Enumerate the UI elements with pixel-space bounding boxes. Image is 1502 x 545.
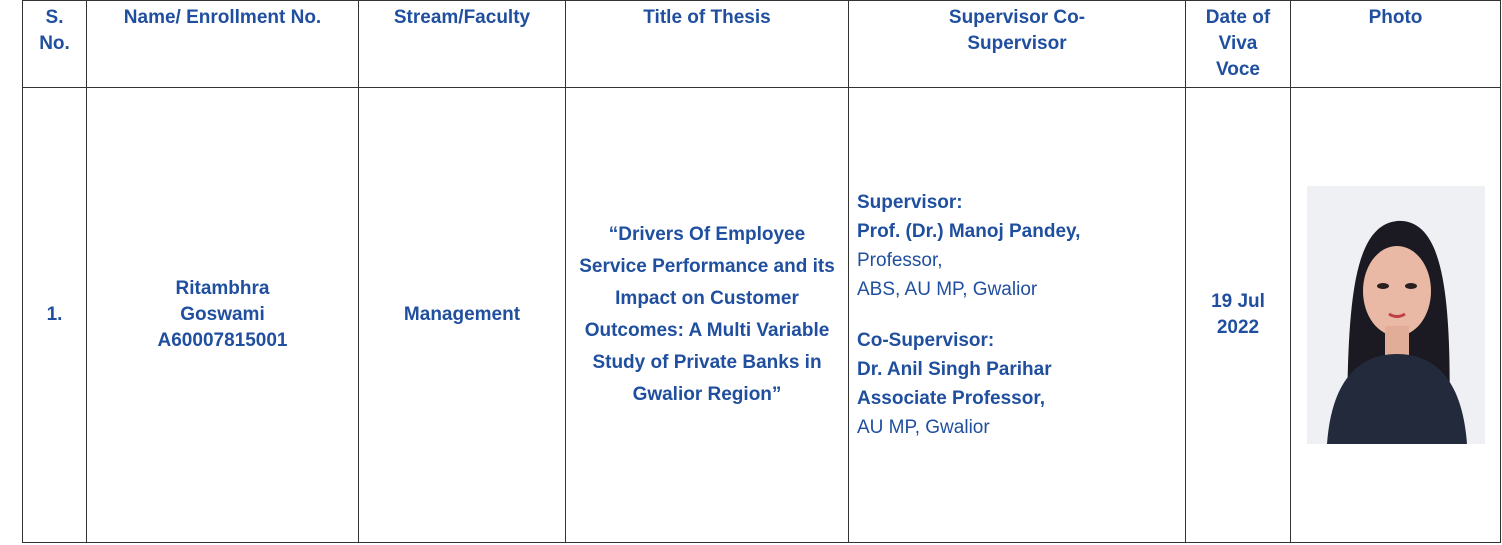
thesis-title: “Drivers Of Employee Service Performance…: [565, 87, 849, 543]
co-supervisor-designation: Associate Professor,: [857, 388, 1045, 409]
data-row: 1. Ritambhra Goswami A60007815001 Manage…: [22, 87, 1501, 543]
enrollment-no: A60007815001: [157, 330, 288, 351]
header-row: S. No. Name/ Enrollment No. Stream/Facul…: [22, 0, 1501, 88]
header-cell: Photo: [1290, 0, 1501, 88]
supervisor-cell: Supervisor: Prof. (Dr.) Manoj Pandey, Pr…: [848, 87, 1186, 543]
supervisor-label: Supervisor:: [857, 192, 963, 213]
photo: [1306, 186, 1485, 444]
photo-cell: [1290, 87, 1501, 543]
header-cell: Supervisor Co-Supervisor: [848, 0, 1186, 88]
supervisor-name: Prof. (Dr.) Manoj Pandey,: [857, 221, 1081, 242]
thesis-table: S. No. Name/ Enrollment No. Stream/Facul…: [22, 0, 1501, 543]
header-cell: S. No.: [22, 0, 87, 88]
viva-date: 19 Jul 2022: [1185, 87, 1291, 543]
supervisor-affiliation: ABS, AU MP, Gwalior: [857, 279, 1038, 300]
supervisor-designation: Professor,: [857, 250, 943, 271]
student-name: Ritambhra Goswami: [175, 278, 270, 325]
header-cell: Title of Thesis: [565, 0, 849, 88]
serial: 1.: [22, 87, 87, 543]
name-cell: Ritambhra Goswami A60007815001: [86, 87, 359, 543]
header-cell: Name/ Enrollment No.: [86, 0, 359, 88]
co-supervisor-name: Dr. Anil Singh Parihar: [857, 359, 1052, 380]
header-cell: Date of Viva Voce: [1185, 0, 1291, 88]
co-supervisor-affiliation: AU MP, Gwalior: [857, 417, 990, 438]
stream: Management: [358, 87, 566, 543]
header-cell: Stream/Faculty: [358, 0, 566, 88]
co-supervisor-label: Co-Supervisor:: [857, 330, 995, 351]
